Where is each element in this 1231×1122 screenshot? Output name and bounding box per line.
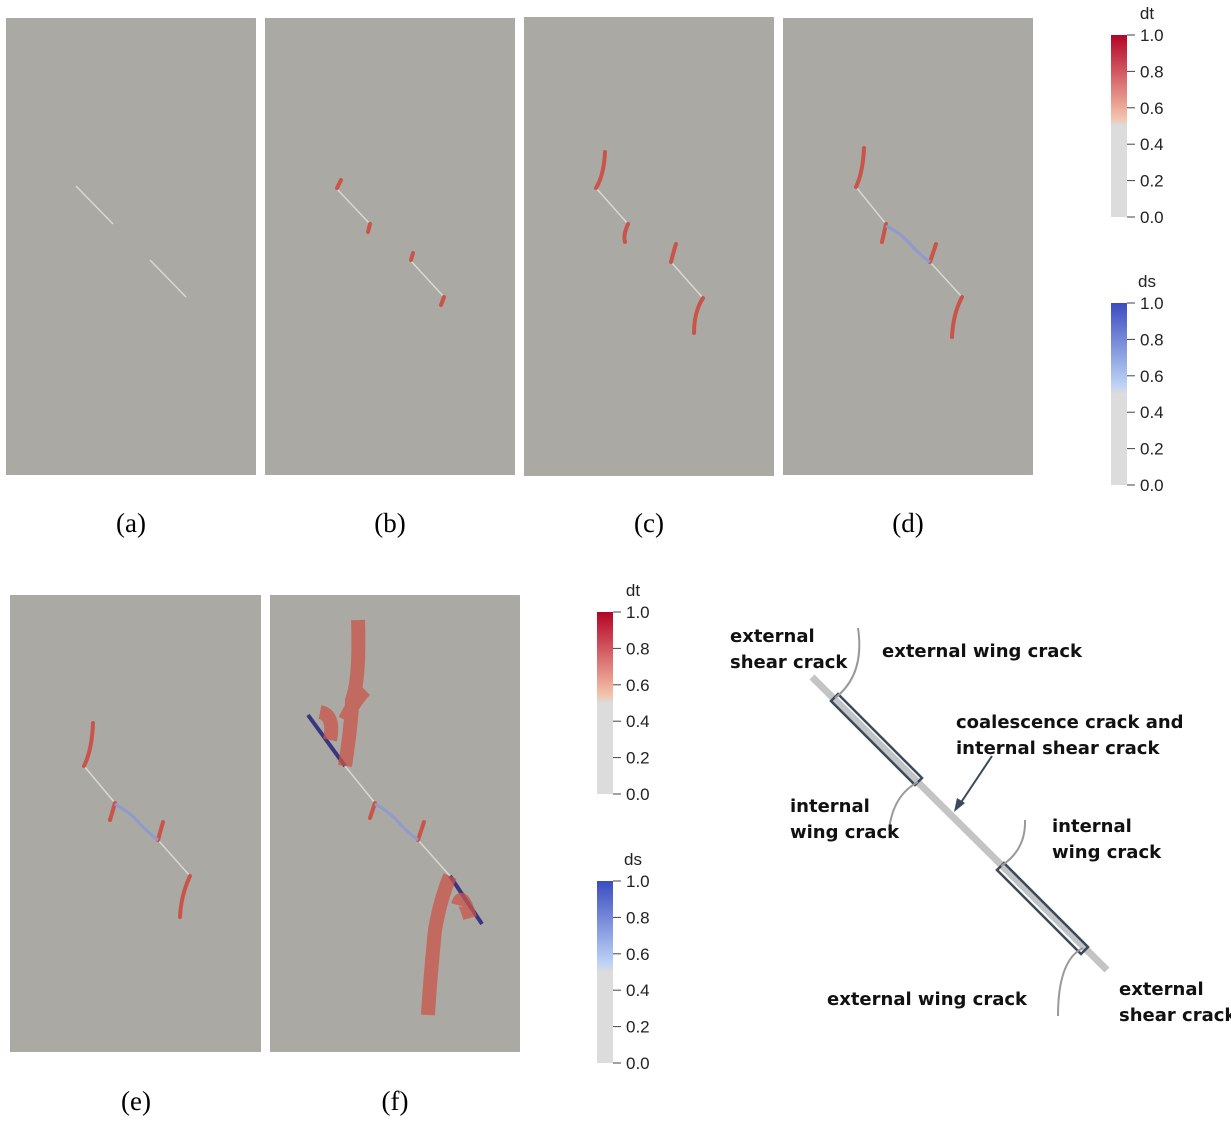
colorbar-tick-label: 0.6 (626, 676, 650, 695)
diagram-label: external (730, 626, 815, 647)
panel-label: (f) (382, 1086, 409, 1116)
panel-label: (c) (634, 508, 664, 538)
colorbar (1111, 303, 1127, 485)
diagram-label: wing crack (790, 822, 900, 843)
diagram-label: shear crack (730, 652, 848, 673)
colorbar (597, 881, 613, 1063)
panel-e (10, 595, 261, 1052)
colorbar-title: ds (624, 850, 642, 869)
panel-f (270, 595, 520, 1052)
colorbar-tick-label: 0.8 (626, 639, 650, 658)
diagram-label: internal shear crack (956, 738, 1160, 759)
colorbar-tick-label: 0.4 (626, 712, 650, 731)
colorbar-tick-label: 0.2 (1140, 172, 1164, 191)
colorbar-title: ds (1138, 272, 1156, 291)
panel-label: (e) (121, 1086, 151, 1116)
panel-d (783, 18, 1033, 475)
colorbar-title: dt (1140, 4, 1154, 23)
panel-label: (b) (374, 508, 405, 538)
diagram-label: external wing crack (827, 989, 1028, 1010)
colorbar-tick-label: 0.4 (1140, 403, 1164, 422)
diagram-label: external (1119, 979, 1204, 1000)
colorbar-tick-label: 0.6 (1140, 99, 1164, 118)
colorbar-tick-label: 0.8 (1140, 62, 1164, 81)
colorbar (1111, 35, 1127, 217)
colorbar-tick-label: 0.0 (626, 1054, 650, 1073)
colorbar-tick-label: 0.6 (626, 945, 650, 964)
colorbar-title: dt (626, 581, 640, 600)
colorbar-tick-label: 0.8 (626, 908, 650, 927)
diagram-label: internal (1052, 816, 1132, 837)
panel-b (265, 18, 515, 475)
panel-label: (d) (892, 508, 923, 538)
diagram-label: shear crack (1119, 1005, 1231, 1026)
colorbar-tick-label: 0.8 (1140, 330, 1164, 349)
panel-c (524, 17, 774, 476)
colorbar-tick-label: 0.2 (626, 749, 650, 768)
colorbar-tick-label: 0.2 (626, 1018, 650, 1037)
diagram-label: internal (790, 796, 870, 817)
crack-diagram (809, 627, 1110, 1017)
colorbar-tick-label: 1.0 (1140, 26, 1164, 45)
colorbar-tick-label: 1.0 (626, 872, 650, 891)
colorbar-tick-label: 0.0 (1140, 476, 1164, 495)
colorbar-tick-label: 0.4 (626, 981, 650, 1000)
panel-label: (a) (116, 508, 146, 538)
colorbar-tick-label: 1.0 (626, 603, 650, 622)
colorbar-tick-label: 1.0 (1140, 294, 1164, 313)
colorbar-tick-label: 0.4 (1140, 135, 1164, 154)
colorbar-tick-label: 0.6 (1140, 367, 1164, 386)
diagram-label: wing crack (1052, 842, 1162, 863)
colorbar (597, 612, 613, 794)
colorbar-tick-label: 0.0 (626, 785, 650, 804)
diagram-label: coalescence crack and (956, 712, 1184, 733)
colorbar-tick-label: 0.0 (1140, 208, 1164, 227)
panel-a (6, 18, 256, 475)
colorbar-tick-label: 0.2 (1140, 440, 1164, 459)
diagram-label: external wing crack (882, 641, 1083, 662)
